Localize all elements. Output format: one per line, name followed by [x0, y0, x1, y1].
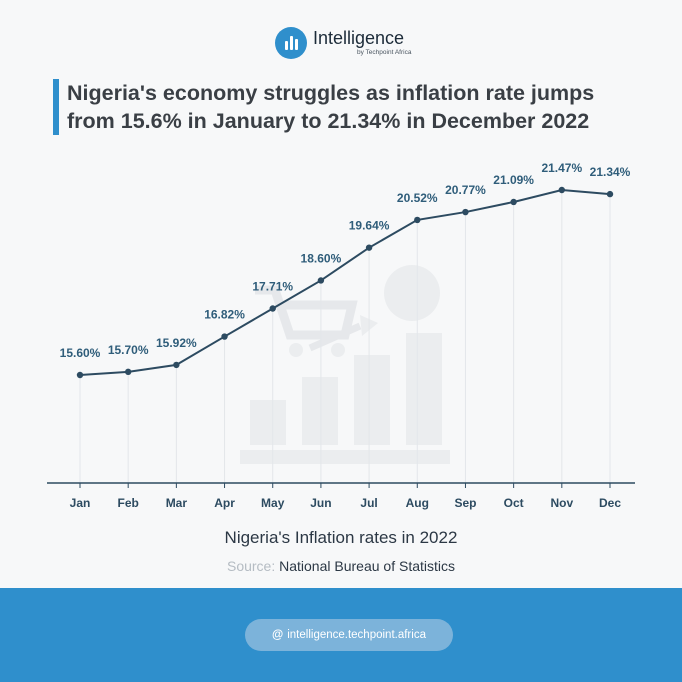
data-point-nov: [558, 186, 566, 194]
x-tick-label-jun: Jun: [310, 496, 331, 510]
data-point-jul: [365, 244, 373, 251]
website-link[interactable]: @ intelligence.techpoint.africa: [245, 619, 453, 651]
source-line: Source: National Bureau of Statistics: [0, 558, 682, 574]
page-title: Nigeria's economy struggles as inflation…: [67, 79, 657, 135]
x-tick-label-apr: Apr: [214, 496, 235, 510]
brand-header: Intelligence by Techpoint Africa: [0, 27, 682, 61]
x-tick-label-oct: Oct: [504, 496, 524, 510]
x-tick-labels: Jan Feb Mar Apr May Jun Jul Aug Sep Oct Nov Dec: [70, 483, 621, 510]
data-label-dec: 21.34%: [590, 165, 631, 179]
data-point-mar: [173, 361, 180, 369]
data-point-feb: [124, 368, 132, 376]
shopping-cart-decoration-icon: [240, 265, 450, 464]
data-label-feb: 15.70%: [108, 343, 149, 357]
data-point-may: [269, 305, 276, 312]
data-label-may: 17.71%: [252, 280, 293, 294]
data-point-dec: [606, 190, 614, 198]
bar-chart-icon: [275, 27, 307, 59]
title-line-2: from 15.6% in January to 21.34% in Decem…: [67, 109, 590, 133]
data-label-sep: 20.77%: [445, 183, 486, 197]
data-label-apr: 16.82%: [204, 308, 245, 322]
data-labels: 15.60% 15.70% 15.92% 16.82% 17.71% 18.60% 19.6…: [60, 161, 631, 360]
data-point-sep: [462, 208, 469, 216]
inflation-line-chart: 15.60% 15.70% 15.92% 16.82% 17.71% 18.60% 19.6…: [47, 161, 635, 510]
data-point-jan: [76, 371, 84, 379]
x-tick-label-dec: Dec: [599, 496, 621, 510]
data-point-apr: [221, 333, 228, 340]
source-label: Source:: [226, 558, 276, 574]
data-point-oct: [510, 198, 517, 206]
title-line-1: Nigeria's economy struggles as inflation…: [67, 81, 595, 105]
x-tick-label-may: May: [261, 496, 285, 510]
data-label-aug: 20.52%: [397, 191, 438, 205]
source-text: National Bureau of Statistics: [279, 558, 455, 574]
data-label-oct: 21.09%: [493, 173, 534, 187]
footer-bar: @ intelligence.techpoint.africa: [0, 588, 682, 682]
at-icon: @: [272, 629, 284, 641]
x-tick-label-aug: Aug: [406, 496, 429, 510]
data-point-jun: [317, 277, 325, 284]
website-url: intelligence.techpoint.africa: [287, 629, 426, 641]
data-point-aug: [414, 216, 421, 224]
data-label-jun: 18.60%: [301, 251, 342, 265]
data-label-mar: 15.92%: [156, 336, 197, 350]
inflation-series-line: [79, 188, 611, 376]
x-tick-label-jul: Jul: [360, 496, 377, 510]
x-tick-label-mar: Mar: [166, 496, 188, 510]
x-tick-label-jan: Jan: [70, 496, 91, 510]
brand-name: Intelligence: [313, 28, 405, 48]
x-tick-label-nov: Nov: [550, 496, 573, 510]
chart-caption: Nigeria's Inflation rates in 2022: [224, 528, 458, 547]
brand-subtitle: by Techpoint Africa: [357, 49, 412, 56]
title-accent-bar: [53, 79, 59, 135]
data-label-jul: 19.64%: [349, 219, 390, 233]
data-points: [76, 186, 614, 379]
x-tick-label-sep: Sep: [454, 496, 476, 510]
x-tick-label-feb: Feb: [118, 496, 139, 510]
data-label-nov: 21.47%: [541, 161, 582, 175]
vertical-gridlines: [79, 190, 611, 483]
data-label-jan: 15.60%: [60, 346, 101, 360]
